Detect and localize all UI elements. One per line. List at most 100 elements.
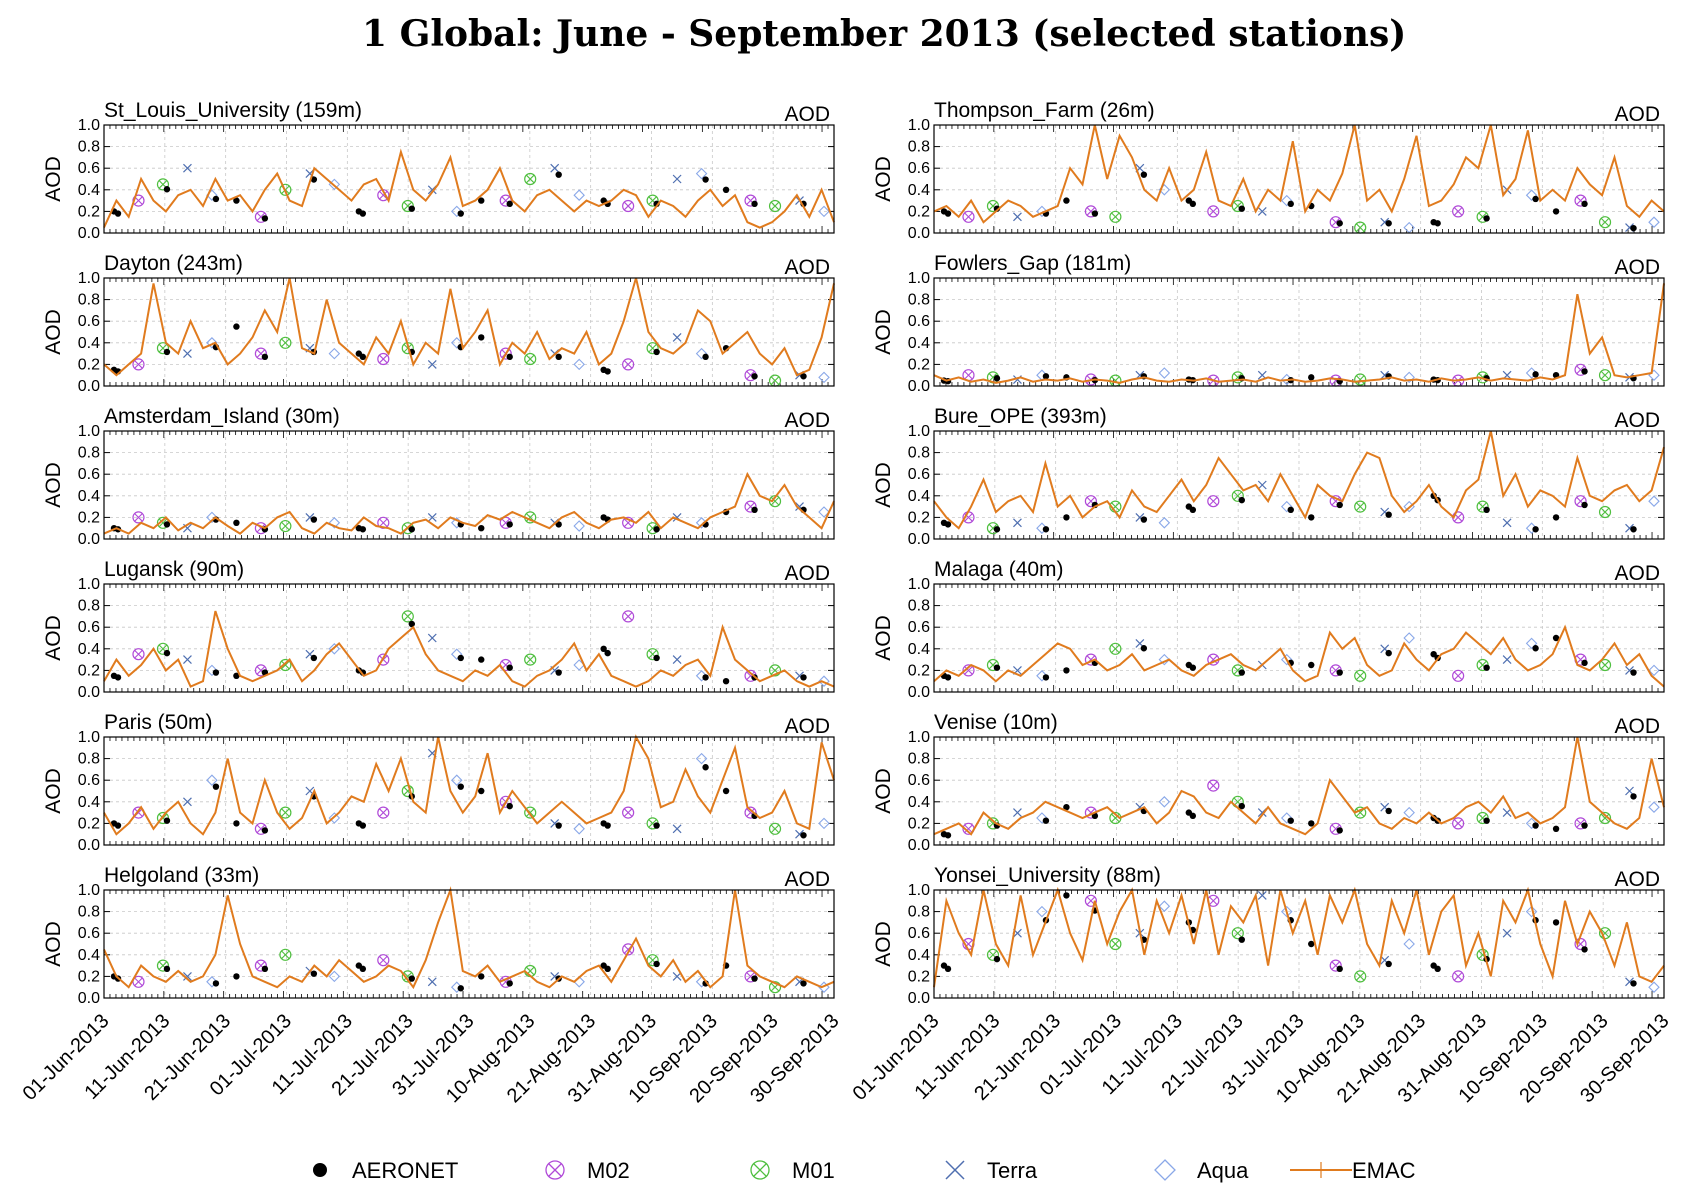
chart-panel: Paris (50m) AOD 0.0 0.2 0.4 0.6 0.8 1.0 AOD — [42, 711, 835, 854]
aeronet-point — [1091, 210, 1099, 217]
aeronet-point — [800, 373, 807, 380]
aeronet-point — [408, 205, 415, 212]
chart-panel: Thompson_Farm (26m) AOD 0.0 0.2 0.4 0.6 0.8 1.0… — [872, 99, 1665, 242]
m01-point — [1598, 811, 1612, 825]
aqua-point — [818, 205, 830, 218]
legend-item: EMAC — [1290, 1158, 1416, 1183]
aqua-point — [1403, 371, 1415, 384]
m01-point — [768, 495, 782, 508]
emac-line — [103, 471, 835, 535]
aeronet-point — [261, 827, 269, 834]
aeronet-point — [212, 783, 220, 790]
aeronet-point — [1483, 817, 1490, 824]
m02-point — [1452, 970, 1465, 983]
y-tick-label: 0.2 — [908, 968, 930, 985]
aqua-point — [1158, 517, 1171, 529]
y-tick-label: 0.2 — [78, 662, 100, 679]
m01-point — [1354, 500, 1367, 513]
aeronet-point — [1287, 506, 1294, 514]
aeronet-point — [114, 674, 122, 681]
panels: St_Louis_University (159m) AOD 0.0 0.2 0.4 0.… — [42, 99, 1665, 1007]
aeronet-point — [1287, 817, 1294, 824]
aeronet-point — [310, 176, 318, 183]
y-tick-label: 1.0 — [908, 270, 930, 287]
m01-point — [646, 648, 659, 661]
aeronet-point — [1483, 506, 1490, 514]
aeronet-point — [555, 822, 562, 829]
y-tick-label: 0.8 — [78, 598, 100, 615]
m02-point — [622, 610, 635, 623]
m01-point — [1598, 505, 1612, 519]
terra-point — [1257, 480, 1267, 490]
aeronet-point — [751, 373, 758, 380]
panel-title: Yonsei_University (88m) — [934, 864, 1161, 887]
aeronet-point — [1042, 674, 1050, 681]
aqua-point — [1036, 812, 1048, 824]
plot-frame — [103, 430, 835, 540]
y-tick-label: 0.0 — [908, 225, 930, 242]
terra-point — [183, 349, 192, 359]
m01-point — [1598, 658, 1612, 672]
y-axis-label: AOD — [42, 921, 65, 967]
aeronet-point — [506, 200, 513, 208]
terra-point — [427, 633, 437, 643]
aeronet-point — [478, 334, 485, 341]
y-tick-label: 0.8 — [78, 139, 100, 156]
terra-point — [1013, 808, 1022, 818]
chart-panel: Bure_OPE (393m) AOD 0.0 0.2 0.4 0.6 0.8 1.0 AOD — [872, 405, 1665, 548]
aqua-point — [1648, 216, 1660, 228]
aqua-point — [1648, 495, 1660, 507]
aeronet-point — [555, 669, 562, 676]
emac-line — [933, 124, 1665, 224]
legend-label: Aqua — [1197, 1158, 1249, 1183]
aqua-point — [1158, 367, 1171, 379]
chart-panel: Yonsei_University (88m) AOD 0.0 0.2 0.4 0.6 0.… — [872, 864, 1665, 1007]
emac-line — [933, 624, 1665, 688]
y-tick-label: 0.6 — [908, 160, 930, 177]
aeronet-point — [1042, 817, 1050, 824]
y-tick-label: 0.0 — [908, 531, 930, 548]
chart-panel: Malaga (40m) AOD 0.0 0.2 0.4 0.6 0.8 1.0 AOD — [872, 558, 1665, 701]
panel-title: Helgoland (33m) — [104, 864, 259, 887]
panel-right-label: AOD — [1614, 715, 1660, 738]
chart-panel: Lugansk (90m) AOD 0.0 0.2 0.4 0.6 0.8 1.0 AOD — [42, 558, 835, 701]
aeronet-point — [212, 980, 220, 987]
m02-point — [377, 516, 390, 529]
m01-point — [279, 948, 292, 961]
chart-panel: St_Louis_University (159m) AOD 0.0 0.2 0.4 0.… — [42, 99, 835, 242]
aeronet-point — [359, 353, 367, 361]
panel-title: Dayton (243m) — [104, 252, 243, 275]
m02-point — [962, 664, 975, 677]
aeronet-point — [457, 783, 464, 790]
y-tick-label: 0.0 — [908, 837, 930, 854]
aqua-point — [450, 774, 463, 786]
y-tick-label: 0.0 — [78, 225, 100, 242]
aeronet-point — [944, 832, 952, 839]
aeronet-point — [261, 965, 269, 973]
y-tick-label: 0.0 — [908, 378, 930, 395]
y-tick-label: 0.4 — [908, 488, 930, 505]
y-axis-label: AOD — [42, 768, 65, 814]
aeronet-point — [506, 980, 513, 987]
y-tick-label: 0.8 — [908, 139, 930, 156]
terra-point — [1013, 518, 1022, 528]
terra-point — [672, 174, 682, 184]
y-tick-label: 0.6 — [908, 925, 930, 942]
y-tick-label: 0.2 — [78, 356, 100, 373]
aqua-point — [1280, 500, 1293, 513]
panel-right-label: AOD — [1614, 409, 1660, 432]
y-tick-label: 1.0 — [78, 117, 100, 134]
aqua-point — [695, 347, 708, 360]
aeronet-point — [1552, 919, 1560, 926]
plot-frame — [933, 430, 1665, 540]
aqua-point — [1158, 796, 1171, 808]
aeronet-point — [1385, 220, 1392, 227]
aeronet-point — [1189, 506, 1197, 514]
y-tick-label: 0.0 — [78, 990, 100, 1007]
y-tick-label: 0.6 — [78, 160, 100, 177]
aeronet-point — [1552, 514, 1560, 521]
y-tick-label: 0.8 — [78, 904, 100, 921]
aeronet-point — [1238, 669, 1245, 676]
y-tick-label: 0.8 — [908, 904, 930, 921]
aeronet-point — [555, 353, 562, 361]
